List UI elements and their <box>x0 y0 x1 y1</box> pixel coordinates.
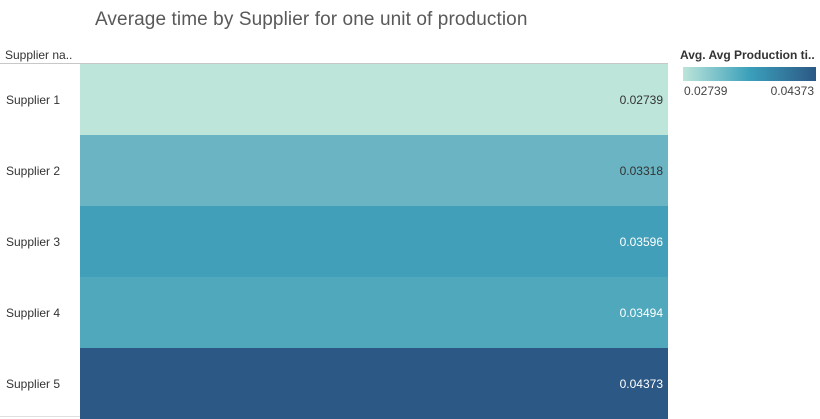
heatmap-row[interactable]: Supplier 3 0.03596 <box>0 206 668 277</box>
supplier-label: Supplier 2 <box>6 163 61 178</box>
cell-value-label: 0.03318 <box>619 163 663 178</box>
heatmap-row[interactable]: Supplier 2 0.03318 <box>0 135 668 206</box>
heatmap-cell[interactable]: 0.03596 <box>80 206 668 277</box>
bottom-axis-line <box>0 416 80 417</box>
supplier-label: Supplier 4 <box>6 305 61 320</box>
heatmap-cell[interactable]: 0.04373 <box>80 348 668 419</box>
legend-title: Avg. Avg Production ti.. <box>680 48 815 62</box>
cell-value-label: 0.02739 <box>619 92 663 107</box>
legend-min-label: 0.02739 <box>684 84 728 98</box>
legend-labels: 0.02739 0.04373 <box>680 84 818 99</box>
heatmap-cell[interactable]: 0.02739 <box>80 64 668 135</box>
color-legend[interactable]: Avg. Avg Production ti.. 0.02739 0.04373 <box>680 48 818 99</box>
legend-max-label: 0.04373 <box>770 84 814 98</box>
row-header-label: Supplier na.. <box>5 48 73 62</box>
heatmap-row[interactable]: Supplier 5 0.04373 <box>0 348 668 419</box>
supplier-label: Supplier 1 <box>6 92 61 107</box>
cell-value-label: 0.03494 <box>619 305 663 320</box>
heatmap-row[interactable]: Supplier 1 0.02739 <box>0 64 668 135</box>
chart-title: Average time by Supplier for one unit of… <box>95 9 528 30</box>
supplier-label: Supplier 5 <box>6 376 61 391</box>
cell-value-label: 0.04373 <box>619 376 663 391</box>
heatmap-cell[interactable]: 0.03494 <box>80 277 668 348</box>
cell-value-label: 0.03596 <box>619 234 663 249</box>
heatmap-cell[interactable]: 0.03318 <box>80 135 668 206</box>
heatmap-rows: Supplier 1 0.02739 Supplier 2 0.03318 Suppli… <box>0 64 668 419</box>
legend-color-ramp <box>683 67 816 81</box>
heatmap-row[interactable]: Supplier 4 0.03494 <box>0 277 668 348</box>
supplier-label: Supplier 3 <box>6 234 61 249</box>
header-divider <box>0 63 668 64</box>
